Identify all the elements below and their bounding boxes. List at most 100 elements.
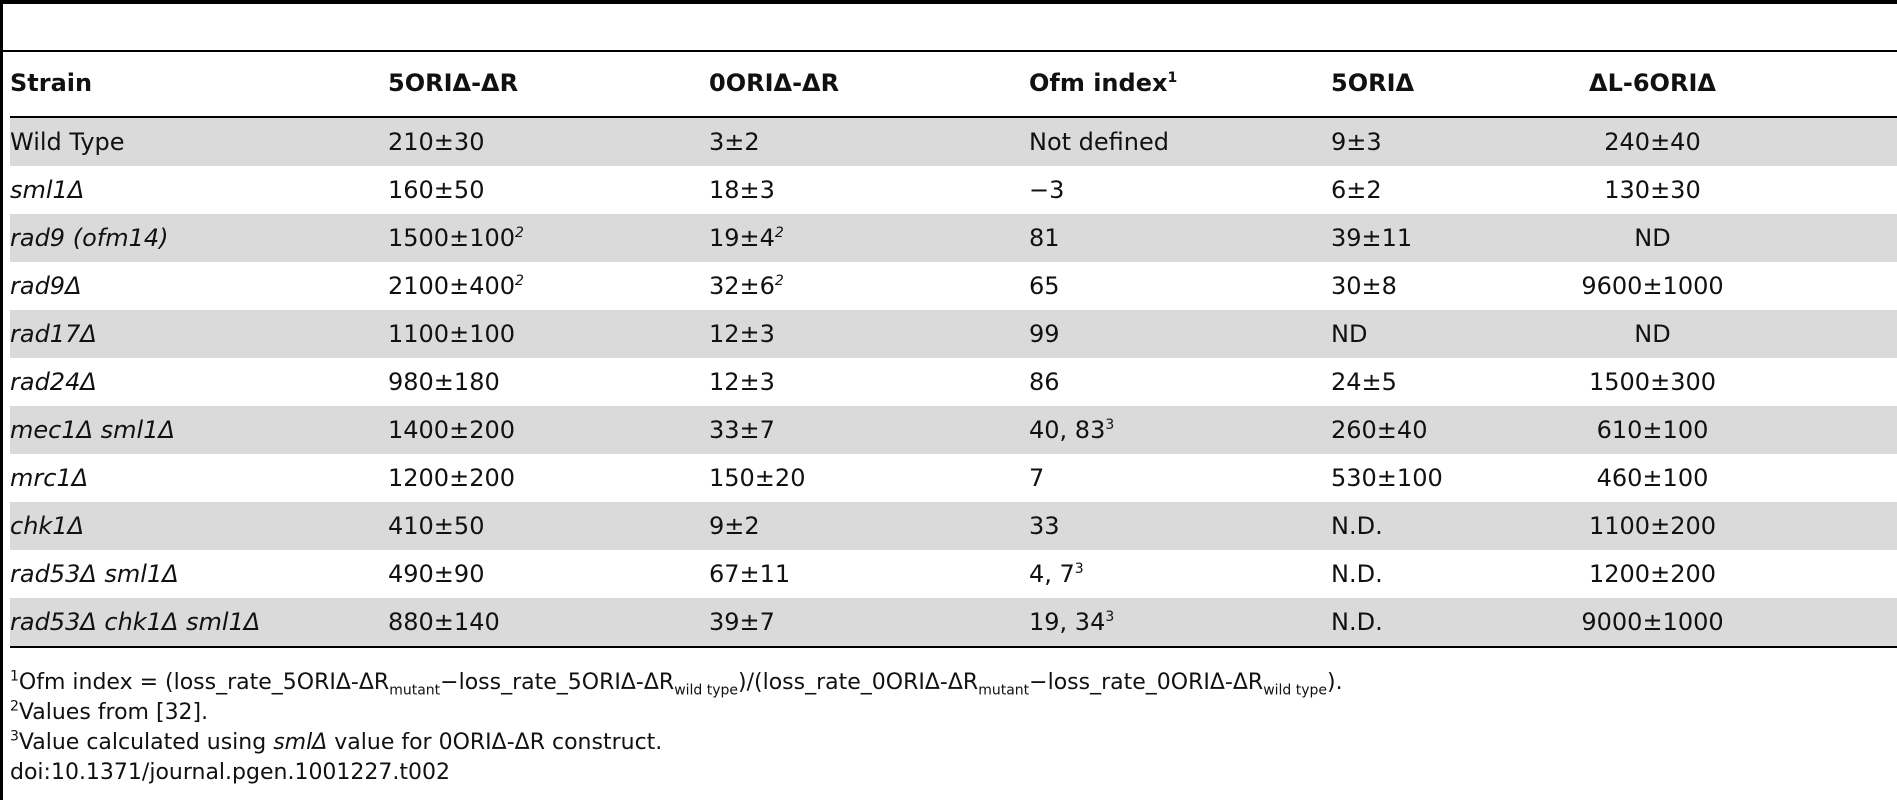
footnote-3-text-pre: Value calculated using xyxy=(18,730,274,755)
cell-ofm-index-value: 65 xyxy=(1029,272,1060,300)
footnote-mark: 2 xyxy=(774,225,784,241)
cell-ofm-index: 4, 73 xyxy=(1029,550,1331,598)
cell-0ori-dr-value: 19±4 xyxy=(709,224,775,252)
footnote-mark: 3 xyxy=(1074,561,1084,577)
header-dl-6ori: ΔL-6ORIΔ xyxy=(1526,50,1897,118)
footnote-3: 3Value calculated using smlΔ value for 0… xyxy=(10,728,1343,758)
cell-5ori-value: 530±100 xyxy=(1331,464,1443,492)
cell-5ori: 6±2 xyxy=(1331,166,1526,214)
cell-ofm-index: 19, 343 xyxy=(1029,598,1331,648)
cell-0ori-dr-value: 9±2 xyxy=(709,512,760,540)
cell-5ori-dr-value: 160±50 xyxy=(388,176,485,204)
footnote-1: 1Ofm index = (loss_rate_5ORIΔ-ΔRmutant−l… xyxy=(10,668,1343,698)
cell-dl-6ori: 460±100 xyxy=(1526,454,1897,502)
cell-ofm-index-value: −3 xyxy=(1029,176,1065,204)
cell-dl-6ori: 240±40 xyxy=(1526,117,1897,166)
cell-5ori: N.D. xyxy=(1331,598,1526,648)
footnote-1-sub-b: wild type xyxy=(674,682,739,699)
cell-0ori-dr-value: 39±7 xyxy=(709,608,775,636)
cell-5ori: 9±3 xyxy=(1331,117,1526,166)
cell-0ori-dr-value: 32±6 xyxy=(709,272,775,300)
footnote-3-text-italic: smlΔ xyxy=(273,730,328,755)
cell-5ori: N.D. xyxy=(1331,502,1526,550)
cell-ofm-index: 99 xyxy=(1029,310,1331,358)
cell-5ori-dr: 1200±200 xyxy=(388,454,709,502)
table-row: sml1Δ 160±50 18±3 −3 6±2 130±30 xyxy=(10,166,1897,214)
cell-strain: rad9 (ofm14) xyxy=(10,214,388,262)
cell-5ori-dr: 1400±200 xyxy=(388,406,709,454)
cell-5ori-dr-value: 1200±200 xyxy=(388,464,515,492)
header-ofm-label: Ofm index xyxy=(1029,69,1168,97)
cell-ofm-index-value: Not defined xyxy=(1029,128,1170,156)
cell-0ori-dr: 12±3 xyxy=(709,358,1029,406)
cell-dl-6ori-value: 1100±200 xyxy=(1589,512,1716,540)
footnote-1-sub-a: mutant xyxy=(389,682,441,699)
header-0ori-dr: 0ORIΔ-ΔR xyxy=(709,50,1029,118)
cell-ofm-index: 7 xyxy=(1029,454,1331,502)
table-row: mec1Δ sml1Δ 1400±200 33±7 40, 833 260±40 610±… xyxy=(10,406,1897,454)
footnote-3-text-post: value for 0ORIΔ-ΔR construct. xyxy=(327,730,663,755)
cell-dl-6ori: 9000±1000 xyxy=(1526,598,1897,648)
table-row: mrc1Δ 1200±200 150±20 7 530±100 460±100 xyxy=(10,454,1897,502)
cell-5ori-dr: 1500±1002 xyxy=(388,214,709,262)
cell-strain-value: mrc1Δ xyxy=(10,464,89,492)
cell-5ori-value: N.D. xyxy=(1331,512,1383,540)
top-rule xyxy=(0,0,1897,4)
strain-loss-rate-table: Strain 5ORIΔ-ΔR 0ORIΔ-ΔR Ofm index1 5ORI… xyxy=(10,50,1897,648)
cell-dl-6ori-value: 130±30 xyxy=(1604,176,1701,204)
doi-link[interactable]: doi:10.1371/journal.pgen.1001227.t002 xyxy=(10,760,451,785)
cell-dl-6ori-value: 9000±1000 xyxy=(1581,608,1724,636)
footnote-1-text-b: −loss_rate_5ORIΔ-ΔR xyxy=(440,670,675,695)
cell-5ori-value: 9±3 xyxy=(1331,128,1382,156)
data-table-container: Strain 5ORIΔ-ΔR 0ORIΔ-ΔR Ofm index1 5ORI… xyxy=(10,50,1897,648)
cell-strain-value: chk1Δ xyxy=(10,512,84,540)
cell-dl-6ori: 1100±200 xyxy=(1526,502,1897,550)
cell-5ori-value: 260±40 xyxy=(1331,416,1428,444)
header-ofm-footnote-mark: 1 xyxy=(1167,70,1178,86)
cell-5ori-value: N.D. xyxy=(1331,560,1383,588)
cell-5ori-dr: 1100±100 xyxy=(388,310,709,358)
header-5ori-dr: 5ORIΔ-ΔR xyxy=(388,50,709,118)
cell-5ori-dr-value: 490±90 xyxy=(388,560,485,588)
cell-0ori-dr-value: 150±20 xyxy=(709,464,806,492)
cell-ofm-index: Not defined xyxy=(1029,117,1331,166)
cell-5ori-value: 6±2 xyxy=(1331,176,1382,204)
cell-ofm-index: 40, 833 xyxy=(1029,406,1331,454)
left-rule xyxy=(0,0,3,800)
cell-ofm-index-value: 40, 83 xyxy=(1029,416,1106,444)
cell-strain: chk1Δ xyxy=(10,502,388,550)
cell-5ori: 260±40 xyxy=(1331,406,1526,454)
cell-strain: rad53Δ chk1Δ sml1Δ xyxy=(10,598,388,648)
cell-strain-value: Wild Type xyxy=(10,128,125,156)
cell-strain: sml1Δ xyxy=(10,166,388,214)
cell-dl-6ori: ND xyxy=(1526,310,1897,358)
cell-ofm-index: 86 xyxy=(1029,358,1331,406)
cell-0ori-dr: 3±2 xyxy=(709,117,1029,166)
footnote-2-mark: 2 xyxy=(10,698,19,715)
cell-ofm-index-value: 19, 34 xyxy=(1029,608,1106,636)
footnote-1-text-d: −loss_rate_0ORIΔ-ΔR xyxy=(1029,670,1264,695)
cell-0ori-dr: 150±20 xyxy=(709,454,1029,502)
footnote-2: 2Values from [32]. xyxy=(10,698,1343,728)
cell-0ori-dr: 67±11 xyxy=(709,550,1029,598)
footnote-mark: 2 xyxy=(515,225,524,241)
cell-ofm-index: 33 xyxy=(1029,502,1331,550)
cell-strain-value: rad24Δ xyxy=(10,368,97,396)
cell-strain-value: rad9Δ xyxy=(10,272,82,300)
table-footnotes: 1Ofm index = (loss_rate_5ORIΔ-ΔRmutant−l… xyxy=(10,668,1343,788)
cell-5ori-dr: 980±180 xyxy=(388,358,709,406)
footnote-mark: 2 xyxy=(515,273,524,289)
cell-dl-6ori: 9600±1000 xyxy=(1526,262,1897,310)
cell-5ori-dr-value: 1400±200 xyxy=(388,416,515,444)
cell-5ori: 39±11 xyxy=(1331,214,1526,262)
cell-ofm-index-value: 33 xyxy=(1029,512,1060,540)
cell-dl-6ori: 1200±200 xyxy=(1526,550,1897,598)
cell-5ori-value: 30±8 xyxy=(1331,272,1397,300)
cell-5ori-dr-value: 980±180 xyxy=(388,368,500,396)
footnote-3-mark: 3 xyxy=(10,728,19,745)
cell-strain-value: sml1Δ xyxy=(10,176,85,204)
cell-5ori-dr: 410±50 xyxy=(388,502,709,550)
cell-5ori-dr-value: 2100±400 xyxy=(388,272,515,300)
cell-5ori-dr: 2100±4002 xyxy=(388,262,709,310)
cell-ofm-index: 81 xyxy=(1029,214,1331,262)
